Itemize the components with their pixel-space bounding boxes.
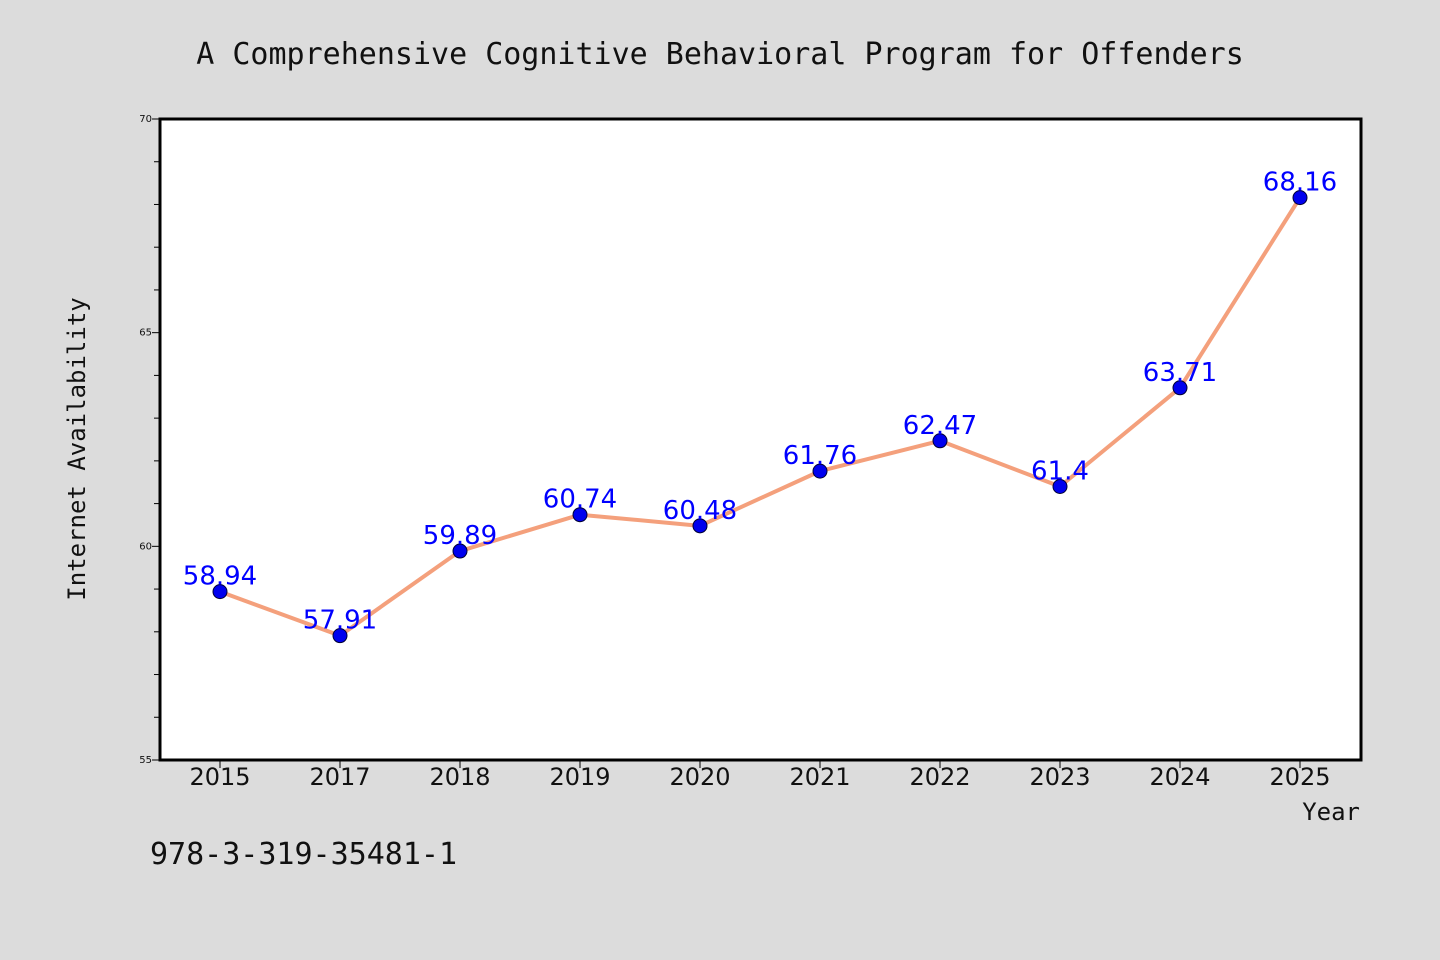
y-tick-label: 65 — [139, 328, 152, 339]
data-label: 58.94 — [183, 562, 257, 592]
y-axis-label: Internet Availability — [63, 297, 91, 600]
data-label: 68.16 — [1263, 168, 1337, 198]
data-label: 60.48 — [663, 496, 737, 526]
y-tick-label: 70 — [139, 114, 152, 125]
data-point — [692, 518, 708, 534]
data-point — [572, 507, 588, 523]
series-layer: 58.94 57.91 59.89 60.74 60.48 61.76 62.47 61.4 6… — [183, 168, 1337, 644]
data-label: 61.4 — [1031, 457, 1089, 487]
y-axis-ticks: 55 60 65 70 — [139, 114, 160, 766]
data-point — [932, 433, 948, 449]
data-label: 60.74 — [543, 485, 617, 515]
x-tick-label: 2018 — [429, 763, 490, 791]
data-label: 62.47 — [903, 411, 977, 441]
x-tick-label: 2017 — [309, 763, 370, 791]
x-tick-label: 2019 — [549, 763, 610, 791]
x-tick-label: 2023 — [1029, 763, 1090, 791]
data-label: 57.91 — [303, 606, 377, 636]
data-label: 63.71 — [1143, 358, 1217, 388]
plot-area — [158, 117, 1363, 762]
data-point — [1172, 380, 1188, 396]
isbn-text: 978-3-319-35481-1 — [150, 837, 457, 872]
data-point — [332, 628, 348, 644]
x-tick-label: 2025 — [1269, 763, 1330, 791]
data-point — [812, 463, 828, 479]
data-point — [212, 584, 228, 600]
x-axis-ticks: 2015 2017 2018 2019 2020 2021 2022 2023 2024 2025 — [189, 760, 1331, 791]
x-tick-label: 2015 — [189, 763, 250, 791]
chart-title: A Comprehensive Cognitive Behavioral Pro… — [196, 37, 1244, 72]
data-point — [1052, 479, 1068, 495]
series-line — [218, 195, 1302, 638]
data-label: 61.76 — [783, 441, 857, 471]
data-label: 59.89 — [423, 521, 497, 551]
x-tick-label: 2021 — [789, 763, 850, 791]
x-axis-label: Year — [1302, 798, 1360, 826]
x-tick-label: 2022 — [909, 763, 970, 791]
y-tick-label: 55 — [139, 755, 152, 766]
x-tick-label: 2024 — [1149, 763, 1210, 791]
data-point — [1292, 190, 1308, 206]
data-point — [452, 543, 468, 559]
y-tick-label: 60 — [139, 541, 152, 552]
x-tick-label: 2020 — [669, 763, 730, 791]
